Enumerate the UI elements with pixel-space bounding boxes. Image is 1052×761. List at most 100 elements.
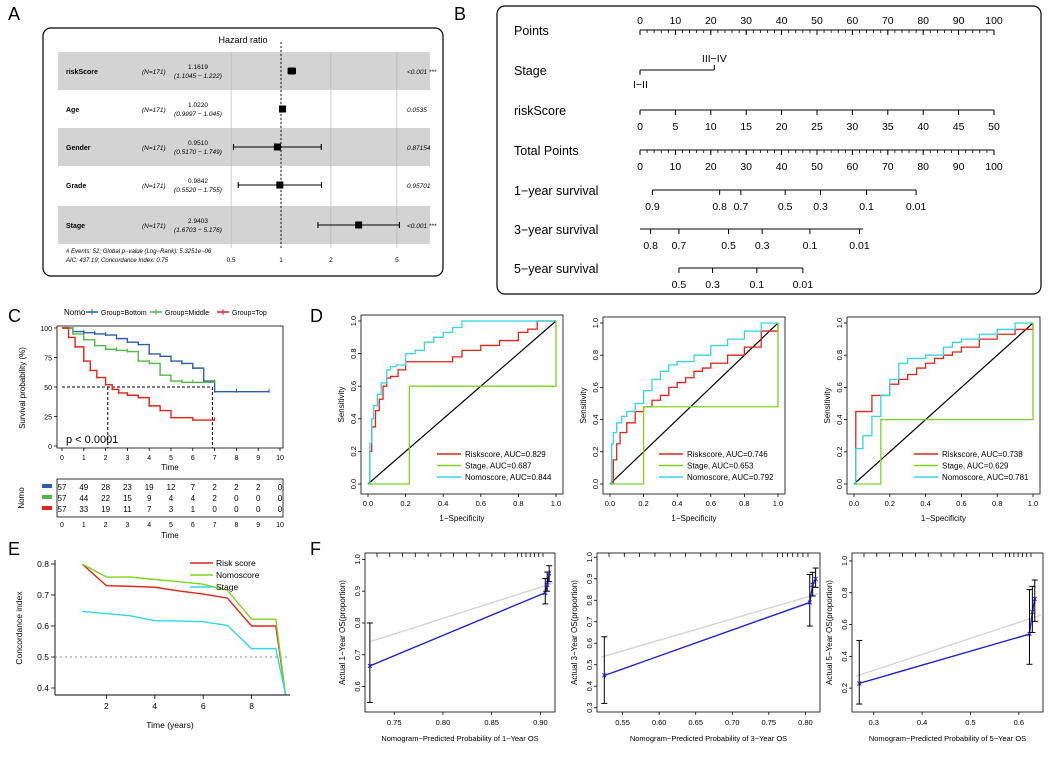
survival-tick-label: 0.1 bbox=[859, 201, 874, 213]
forest-hr: 1.1619 bbox=[188, 64, 208, 71]
calibration-y-tick-label: 0.6 bbox=[585, 638, 594, 648]
calibration-y-label: Actual 3−Year OS(proportion) bbox=[570, 580, 579, 685]
calibration-line bbox=[859, 598, 1036, 685]
cindex-x-tick-label: 4 bbox=[152, 701, 157, 711]
points-tick-label: 70 bbox=[882, 15, 894, 27]
roc-legend-label: Stage, AUC=0.653 bbox=[687, 462, 754, 471]
risk-table-value: 15 bbox=[123, 494, 132, 503]
km-x-tick-label: 7 bbox=[213, 455, 217, 462]
roc-x-tick-label: 0.2 bbox=[885, 499, 895, 508]
risk-table-x-tick-label: 6 bbox=[191, 522, 195, 529]
calibration-y-tick-label: 0.7 bbox=[353, 650, 362, 660]
risk-table-x-tick-label: 4 bbox=[147, 522, 151, 529]
cindex-legend-label: Risk score bbox=[216, 558, 256, 568]
cindex-line bbox=[81, 563, 287, 695]
points-tick-label: 90 bbox=[953, 15, 965, 27]
total-tick-label: 40 bbox=[776, 161, 788, 173]
roc-curve bbox=[854, 323, 1034, 485]
forest-hr-point bbox=[355, 221, 363, 229]
riskscore-tick-label: 20 bbox=[776, 121, 788, 133]
total-tick-label: 80 bbox=[917, 161, 929, 173]
forest-n: (N=171) bbox=[142, 107, 166, 114]
roc-plot-frame bbox=[846, 316, 1041, 495]
forest-variable-label: Grade bbox=[66, 183, 86, 190]
roc-y-tick-label: 0.0 bbox=[349, 479, 358, 489]
nomogram-row-label: 5−year survival bbox=[514, 262, 598, 276]
forest-pvalue: 0.0535 bbox=[407, 107, 427, 114]
nomogram-row-label: Stage bbox=[514, 64, 547, 78]
roc-y-tick-label: 0.0 bbox=[835, 479, 844, 489]
roc-x-label: 1−Specificity bbox=[671, 514, 716, 523]
risk-table-value: 0 bbox=[256, 505, 261, 514]
roc-x-tick-label: 0.6 bbox=[956, 499, 966, 508]
cindex-x-tick-label: 6 bbox=[201, 701, 206, 711]
risk-table-color-key bbox=[42, 495, 52, 499]
roc-x-tick-label: 0.0 bbox=[363, 499, 373, 508]
calibration-plot-frame bbox=[364, 552, 556, 713]
roc-y-tick-label: 0.4 bbox=[835, 414, 844, 424]
risk-table-value: 57 bbox=[58, 505, 67, 514]
panel-letter-D: D bbox=[310, 306, 323, 326]
calibration-point: × bbox=[547, 569, 552, 579]
forest-hr-point bbox=[288, 67, 296, 75]
nomogram-row-label: Total Points bbox=[514, 144, 579, 158]
km-x-tick-label: 5 bbox=[169, 455, 173, 462]
survival-tick-label: 0.8 bbox=[643, 240, 658, 252]
nomogram-row-label: riskScore bbox=[514, 104, 566, 118]
survival-tick-label: 0.3 bbox=[755, 240, 770, 252]
roc-x-label: 1−Specificity bbox=[921, 514, 966, 523]
cindex-y-tick-label: 0.7 bbox=[37, 590, 49, 600]
roc-curve bbox=[368, 320, 556, 485]
risk-table-value: 0 bbox=[212, 505, 217, 514]
risk-table-x-tick-label: 9 bbox=[256, 522, 260, 529]
nomogram-frame bbox=[496, 5, 1042, 295]
riskscore-tick-label: 45 bbox=[953, 121, 965, 133]
roc-x-tick-label: 1.0 bbox=[551, 499, 561, 508]
calibration-ideal-line bbox=[855, 614, 1042, 677]
calibration-y-tick-label: 0.9 bbox=[353, 586, 362, 596]
calibration-x-tick-label: 0.90 bbox=[533, 718, 548, 727]
roc-y-tick-label: 0.6 bbox=[349, 381, 358, 391]
risk-table-value: 28 bbox=[101, 483, 110, 492]
risk-table-value: 0 bbox=[278, 494, 283, 503]
forest-tick-label: 5 bbox=[395, 257, 399, 264]
risk-table-value: 0 bbox=[278, 505, 283, 514]
riskscore-tick-label: 10 bbox=[705, 121, 717, 133]
km-y-tick-label: 75 bbox=[44, 356, 52, 363]
risk-table-value: 33 bbox=[79, 505, 88, 514]
roc-y-tick-label: 0.2 bbox=[349, 446, 358, 456]
calibration-ideal-line bbox=[368, 582, 554, 643]
calibration-ideal-line bbox=[600, 593, 819, 658]
calibration-y-label: Actual 1−Year OS(proportion) bbox=[338, 580, 347, 685]
risk-table-value: 23 bbox=[123, 483, 132, 492]
forest-variable-label: riskScore bbox=[66, 69, 98, 76]
km-x-tick-label: 0 bbox=[60, 455, 64, 462]
forest-pvalue: 0.95701 bbox=[407, 183, 431, 190]
risk-table-x-tick-label: 3 bbox=[125, 522, 129, 529]
roc-x-tick-label: 0.4 bbox=[438, 499, 448, 508]
forest-hr: 0.9842 bbox=[188, 178, 208, 185]
roc-x-tick-label: 0.0 bbox=[605, 499, 615, 508]
cindex-line bbox=[81, 563, 287, 695]
cindex-line bbox=[82, 610, 287, 695]
roc-y-tick-label: 0.2 bbox=[835, 447, 844, 457]
forest-hr-point bbox=[279, 105, 287, 113]
calibration-y-tick-label: 0.9 bbox=[585, 574, 594, 584]
roc-y-tick-label: 0.8 bbox=[591, 350, 600, 360]
forest-pvalue: <0.001 *** bbox=[407, 223, 437, 230]
risk-table-value: 19 bbox=[145, 483, 154, 492]
panel-letter-B: B bbox=[454, 4, 466, 24]
km-x-tick-label: 1 bbox=[82, 455, 86, 462]
calibration-line bbox=[369, 573, 550, 667]
km-legend-label: Group=Top bbox=[232, 310, 267, 317]
km-curve bbox=[62, 327, 270, 393]
panel-letter-F: F bbox=[310, 539, 321, 559]
total-tick-label: 100 bbox=[985, 161, 1003, 173]
calibration-y-tick-label: 0.7 bbox=[585, 617, 594, 627]
cindex-x-tick-label: 8 bbox=[249, 701, 254, 711]
roc-curve bbox=[854, 323, 1034, 485]
risk-table-value: 0 bbox=[234, 494, 239, 503]
calibration-y-tick-label: 0.4 bbox=[840, 651, 849, 661]
risk-table-value: 2 bbox=[212, 494, 217, 503]
risk-table-value: 9 bbox=[147, 494, 152, 503]
